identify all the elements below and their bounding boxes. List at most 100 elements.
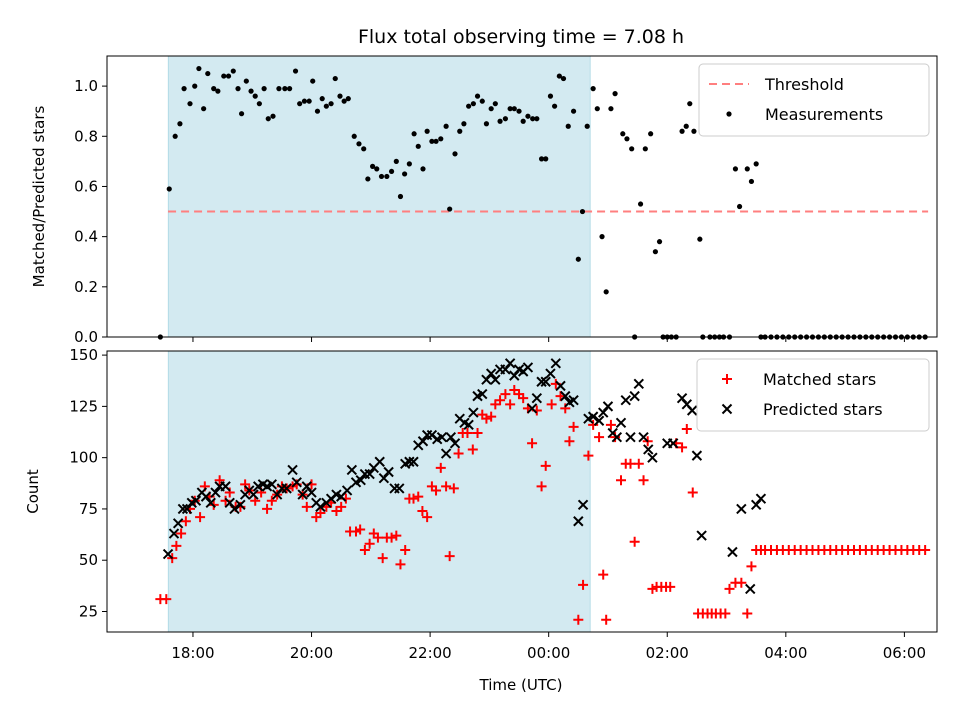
data-point bbox=[345, 96, 351, 102]
data-point bbox=[461, 121, 467, 127]
data-point bbox=[538, 156, 545, 162]
data-point bbox=[720, 608, 731, 619]
data-point bbox=[230, 68, 236, 74]
data-point bbox=[652, 249, 658, 255]
data-point bbox=[587, 411, 599, 422]
data-point bbox=[180, 516, 191, 527]
data-point bbox=[511, 106, 517, 112]
data-point bbox=[287, 464, 298, 476]
data-point bbox=[276, 86, 282, 92]
data-point bbox=[573, 516, 584, 527]
data-point bbox=[391, 530, 402, 541]
data-point bbox=[287, 86, 293, 92]
data-point bbox=[665, 581, 676, 592]
legend-measurements-swatch bbox=[726, 111, 732, 117]
data-point bbox=[605, 419, 616, 430]
data-point bbox=[724, 583, 735, 594]
legend-label: Measurements bbox=[765, 105, 883, 124]
data-point bbox=[319, 96, 325, 102]
data-point bbox=[266, 495, 277, 506]
data-point bbox=[540, 376, 551, 387]
data-point bbox=[377, 553, 388, 564]
data-point bbox=[408, 493, 419, 504]
data-point bbox=[518, 393, 529, 404]
data-point bbox=[575, 256, 581, 262]
data-point bbox=[238, 111, 245, 117]
data-point bbox=[323, 103, 329, 109]
data-point bbox=[435, 462, 446, 473]
data-point bbox=[306, 487, 317, 498]
y-tick-label: 50 bbox=[79, 551, 98, 569]
data-point bbox=[281, 483, 292, 494]
data-point bbox=[590, 86, 596, 92]
data-point bbox=[611, 431, 623, 443]
data-point bbox=[440, 448, 452, 459]
data-point bbox=[594, 106, 600, 112]
data-point bbox=[364, 538, 375, 549]
x-tick-label: 06:00 bbox=[883, 644, 926, 662]
data-point bbox=[196, 65, 202, 72]
data-point bbox=[686, 405, 698, 416]
data-point bbox=[638, 475, 649, 486]
data-point bbox=[187, 101, 193, 107]
x-tick-label: 20:00 bbox=[290, 644, 333, 662]
data-point bbox=[742, 608, 753, 619]
data-point bbox=[252, 93, 258, 99]
data-point bbox=[315, 501, 326, 513]
y-tick-label: 0.2 bbox=[74, 278, 98, 296]
data-point bbox=[625, 431, 636, 443]
data-point bbox=[755, 493, 767, 504]
data-point bbox=[205, 497, 216, 508]
data-point bbox=[397, 193, 404, 200]
highlight-span bbox=[167, 350, 591, 633]
data-point bbox=[190, 495, 202, 506]
data-point bbox=[453, 448, 464, 459]
data-point bbox=[301, 501, 312, 512]
data-point bbox=[552, 103, 558, 109]
data-point bbox=[748, 178, 755, 185]
data-point bbox=[411, 131, 417, 137]
data-point bbox=[527, 438, 538, 449]
data-point bbox=[374, 456, 385, 467]
data-point bbox=[599, 234, 605, 240]
data-point bbox=[443, 123, 449, 129]
data-point bbox=[404, 456, 415, 467]
data-point bbox=[444, 551, 455, 562]
data-point bbox=[256, 101, 262, 107]
data-point bbox=[457, 128, 463, 134]
data-point bbox=[447, 206, 453, 212]
data-point bbox=[495, 395, 506, 406]
data-point bbox=[633, 458, 644, 469]
data-point bbox=[192, 83, 198, 89]
data-point bbox=[530, 116, 536, 122]
data-point bbox=[507, 106, 513, 112]
data-point bbox=[297, 489, 308, 500]
data-point bbox=[679, 128, 685, 134]
data-point bbox=[346, 464, 358, 476]
data-point bbox=[696, 530, 707, 541]
data-point bbox=[341, 98, 347, 104]
y-axis-label: Matched/Predicted stars bbox=[30, 106, 48, 288]
data-point bbox=[365, 176, 371, 182]
data-point bbox=[210, 487, 221, 498]
data-point bbox=[629, 536, 640, 547]
data-point bbox=[687, 101, 693, 107]
data-point bbox=[474, 93, 481, 99]
data-point bbox=[270, 113, 276, 119]
y-tick-label: 0.6 bbox=[74, 177, 98, 195]
data-point bbox=[229, 503, 240, 515]
data-point bbox=[615, 417, 627, 428]
data-point bbox=[579, 208, 586, 215]
data-point bbox=[172, 518, 184, 529]
data-point bbox=[492, 101, 498, 107]
data-point bbox=[479, 98, 485, 104]
data-point bbox=[620, 131, 626, 137]
data-point bbox=[415, 143, 421, 149]
data-point bbox=[683, 123, 689, 129]
data-point bbox=[598, 569, 609, 580]
data-point bbox=[301, 98, 308, 104]
data-point bbox=[602, 401, 614, 412]
data-point bbox=[643, 444, 654, 455]
data-point bbox=[181, 86, 187, 92]
data-point bbox=[394, 483, 405, 494]
